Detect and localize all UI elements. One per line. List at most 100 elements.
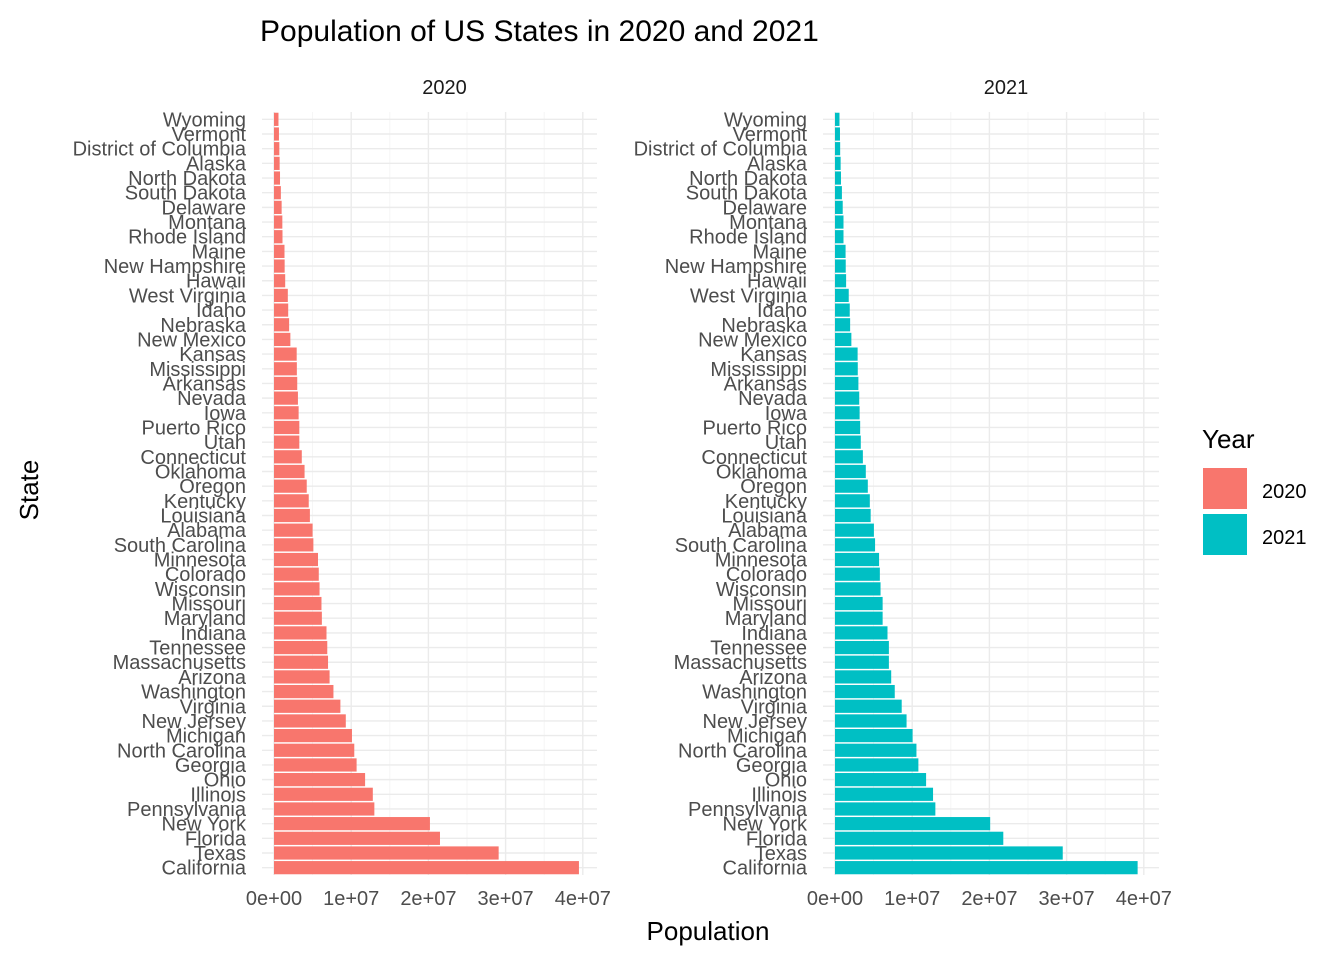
y-tick-label: Minnesota xyxy=(154,550,247,572)
bar-2021-tennessee xyxy=(835,640,889,655)
bar-2020-colorado xyxy=(274,567,319,581)
bar-2020-utah xyxy=(274,435,300,449)
y-tick-label: North Carolina xyxy=(678,740,808,762)
y-tick-label: Wisconsin xyxy=(716,579,807,601)
y-tick-label: North Dakota xyxy=(128,168,247,190)
bar-2021-iowa xyxy=(835,406,860,420)
bar-2020-district-of-columbia xyxy=(274,142,280,156)
y-tick-label: Oklahoma xyxy=(716,461,808,483)
y-tick-label: South Dakota xyxy=(125,183,247,205)
bar-2021-california xyxy=(835,861,1138,875)
bar-2020-illinois xyxy=(274,787,373,801)
x-tick-label: 0e+00 xyxy=(246,888,302,910)
y-tick-label: Missouri xyxy=(172,594,246,616)
bar-2020-new-hampshire xyxy=(274,259,285,273)
bar-2020-new-mexico xyxy=(274,332,291,347)
bar-2020-michigan xyxy=(274,729,352,743)
bar-2020-puerto-rico xyxy=(274,420,300,435)
bar-2021-wyoming xyxy=(835,112,840,126)
y-tick-label: Michigan xyxy=(727,726,807,748)
y-tick-label: New Hampshire xyxy=(665,256,807,278)
bar-2021-colorado xyxy=(835,567,880,581)
bar-2020-alaska xyxy=(274,156,280,170)
bar-2021-massachusetts xyxy=(835,655,889,669)
y-tick-label: Rhode Island xyxy=(689,227,807,249)
facet-label-2021: 2021 xyxy=(984,77,1029,99)
bar-2021-alabama xyxy=(835,523,874,537)
y-tick-label: Idaho xyxy=(196,300,246,322)
y-tick-label: Hawaii xyxy=(747,271,807,293)
y-tick-label: Louisiana xyxy=(721,506,808,528)
y-tick-label: Connecticut xyxy=(140,447,246,469)
y-tick-label: Tennessee xyxy=(149,638,246,660)
y-tick-label: New Jersey xyxy=(142,711,246,733)
y-tick-label: Wyoming xyxy=(163,109,246,131)
y-tick-label: Pennsylvania xyxy=(688,799,808,821)
y-tick-label: Idaho xyxy=(757,300,807,322)
y-tick-label: California xyxy=(162,858,247,880)
x-tick-label: 4e+07 xyxy=(1116,888,1172,910)
bar-2021-idaho xyxy=(835,303,850,317)
bar-2021-florida xyxy=(835,831,1004,845)
y-tick-label: Maine xyxy=(753,241,807,263)
bar-2020-georgia xyxy=(274,758,357,772)
bar-2021-michigan xyxy=(835,729,913,743)
y-tick-label: Louisiana xyxy=(160,506,247,528)
y-tick-label: Michigan xyxy=(166,726,246,748)
bar-2020-washington xyxy=(274,684,334,699)
bar-2020-connecticut xyxy=(274,450,302,464)
bar-2020-louisiana xyxy=(274,508,310,523)
bar-2020-alabama xyxy=(274,523,313,537)
bar-2020-rhode-island xyxy=(274,230,283,244)
bar-2021-delaware xyxy=(835,200,843,214)
y-tick-label: Alabama xyxy=(728,520,808,542)
bar-2020-south-dakota xyxy=(274,186,281,200)
bar-2021-utah xyxy=(835,435,861,449)
y-tick-label: District of Columbia xyxy=(634,139,808,161)
bar-2020-iowa xyxy=(274,406,299,420)
legend-key-2020 xyxy=(1203,468,1247,509)
y-tick-label: Alaska xyxy=(747,153,808,175)
y-tick-label: Maine xyxy=(192,241,246,263)
y-tick-label: Hawaii xyxy=(186,271,246,293)
y-tick-label: North Carolina xyxy=(117,740,247,762)
bar-2020-hawaii xyxy=(274,274,286,288)
bar-2021-mississippi xyxy=(835,362,858,376)
bar-2020-nevada xyxy=(274,391,298,405)
y-tick-label: Arizona xyxy=(178,667,247,689)
y-tick-label: Ohio xyxy=(204,770,246,792)
y-tick-label: New York xyxy=(162,814,247,836)
bar-2021-illinois xyxy=(835,787,934,801)
x-tick-label: 1e+07 xyxy=(323,888,379,910)
y-tick-label: Ohio xyxy=(765,770,807,792)
bar-2021-hawaii xyxy=(835,274,847,288)
bar-2021-oklahoma xyxy=(835,464,866,479)
y-tick-label: Indiana xyxy=(741,623,807,645)
x-tick-label: 0e+00 xyxy=(807,888,863,910)
y-tick-label: Iowa xyxy=(204,403,247,425)
bar-2020-kentucky xyxy=(274,494,309,508)
bar-2020-mississippi xyxy=(274,362,297,376)
y-tick-label: South Carolina xyxy=(114,535,247,557)
y-tick-label: Vermont xyxy=(733,124,808,146)
y-tick-label: Texas xyxy=(755,843,807,865)
bar-2020-maine xyxy=(274,244,285,258)
bar-2021-maine xyxy=(835,244,846,258)
y-tick-label: Vermont xyxy=(172,124,247,146)
y-tick-label: Washington xyxy=(141,682,246,704)
bar-2020-wisconsin xyxy=(274,582,320,596)
y-tick-label: Texas xyxy=(194,843,246,865)
y-tick-label: Massachusetts xyxy=(674,652,807,674)
bar-2021-arkansas xyxy=(835,376,859,391)
y-tick-label: Missouri xyxy=(733,594,807,616)
bar-2020-california xyxy=(274,861,579,875)
bar-2020-new-jersey xyxy=(274,714,346,728)
bar-2021-wisconsin xyxy=(835,582,881,596)
y-axis-title: State xyxy=(14,460,44,521)
y-tick-label: Kentucky xyxy=(725,491,807,513)
y-tick-label: Nevada xyxy=(738,388,808,410)
y-tick-label: Arizona xyxy=(739,667,808,689)
bar-2020-arizona xyxy=(274,670,330,684)
bar-2021-arizona xyxy=(835,670,892,684)
